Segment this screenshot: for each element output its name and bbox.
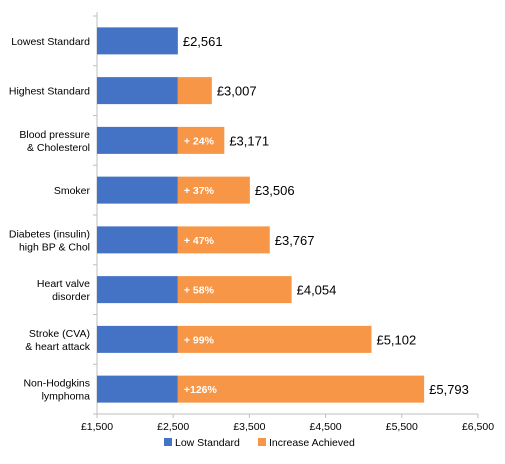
- increase-label: +126%: [184, 384, 218, 396]
- x-tick-label: £2,500: [157, 421, 189, 433]
- increase-label: + 58%: [184, 285, 215, 297]
- bar-low-standard: [97, 375, 178, 403]
- total-label: £3,007: [217, 84, 257, 99]
- legend-swatch: [258, 438, 266, 446]
- total-label: £3,767: [275, 233, 315, 248]
- bar-low-standard: [97, 27, 178, 55]
- category-label: Diabetes (insulin): [9, 228, 90, 240]
- category-label: Stroke (CVA): [29, 328, 90, 340]
- x-tick-label: £4,500: [310, 421, 342, 433]
- bar-low-standard: [97, 126, 178, 154]
- total-label: £5,793: [429, 382, 469, 397]
- category-label: & Cholesterol: [27, 142, 90, 154]
- category-label: Blood pressure: [19, 129, 90, 141]
- bar-increase-achieved: [177, 226, 270, 254]
- x-tick-label: £5,500: [386, 421, 418, 433]
- category-label: Non-Hodgkins: [23, 378, 90, 390]
- total-label: £3,506: [255, 183, 295, 198]
- bar-increase-achieved: [177, 77, 212, 105]
- category-label: high BP & Chol: [19, 241, 90, 253]
- bar-low-standard: [97, 176, 178, 204]
- legend-label: Low Standard: [175, 437, 240, 449]
- x-tick-label: £6,500: [462, 421, 494, 433]
- legend-swatch: [164, 438, 172, 446]
- bar-increase-achieved: [177, 176, 250, 204]
- total-label: £4,054: [297, 283, 337, 298]
- legend-label: Increase Achieved: [269, 437, 355, 449]
- category-label: Heart valve: [37, 278, 90, 290]
- bar-low-standard: [97, 226, 178, 254]
- increase-label: + 24%: [184, 135, 215, 147]
- bar-low-standard: [97, 325, 178, 353]
- bar-low-standard: [97, 77, 178, 105]
- increase-label: + 99%: [184, 334, 215, 346]
- category-label: Lowest Standard: [11, 36, 90, 48]
- increase-label: + 37%: [184, 185, 215, 197]
- total-label: £5,102: [376, 332, 416, 347]
- increase-label: + 47%: [184, 235, 215, 247]
- x-tick-label: £3,500: [233, 421, 265, 433]
- bar-increase-achieved: [177, 276, 292, 304]
- category-label: lymphoma: [42, 391, 91, 403]
- total-label: £2,561: [183, 34, 223, 49]
- category-label: disorder: [52, 291, 90, 303]
- bar-increase-achieved: [177, 375, 425, 403]
- category-label: & heart attack: [25, 341, 91, 353]
- bar-low-standard: [97, 276, 178, 304]
- category-label: Highest Standard: [9, 86, 90, 98]
- category-label: Smoker: [54, 185, 91, 197]
- bar-increase-achieved: [177, 325, 372, 353]
- total-label: £3,171: [229, 133, 269, 148]
- bar-increase-achieved: [177, 126, 225, 154]
- x-tick-label: £1,500: [81, 421, 113, 433]
